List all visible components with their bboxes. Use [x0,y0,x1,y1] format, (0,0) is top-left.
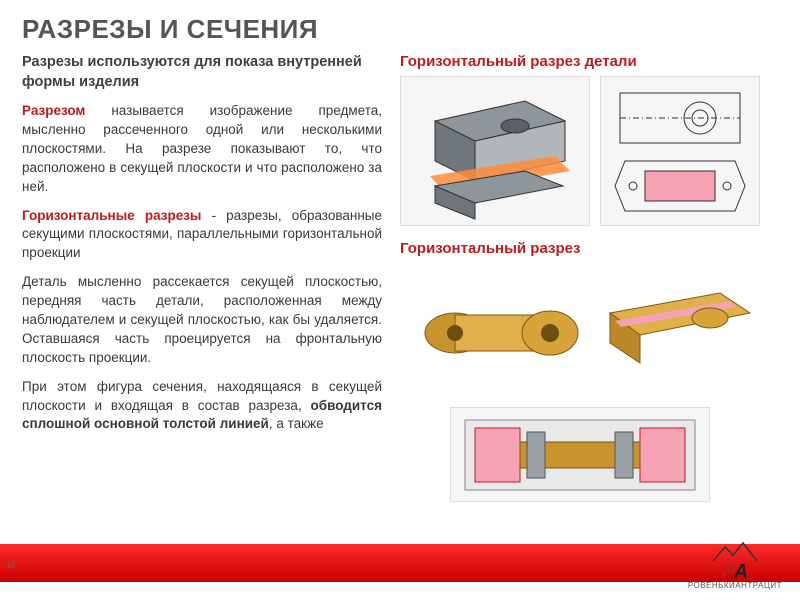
figure-column: Горизонтальный разрез детали [400,53,780,516]
figure1-row [400,76,780,226]
logo-letters: РА [722,563,749,581]
logo-mountain-icon [711,541,759,563]
term-razrez: Разрезом [22,103,85,118]
paragraph-outline: При этом фигура сечения, находящаяся в с… [22,378,382,435]
paragraph-explain: Деталь мысленно рассекается секущей плос… [22,273,382,367]
figure2-title: Горизонтальный разрез [400,240,780,257]
hinge-3d-icon [400,263,760,393]
logo-subtext: РОВЕНЬКИАНТРАЦИТ [688,581,782,590]
footer-logo: РА РОВЕНЬКИАНТРАЦИТ [688,541,782,592]
figure2-plan [450,407,710,502]
page-number: 18 [6,561,15,570]
figure1-3d [400,76,590,226]
figure2-row [400,263,780,393]
paragraph-definition: Разрезом называется изображение предмета… [22,102,382,196]
paragraph-horizontal: Горизонтальные разрезы - разрезы, образо… [22,207,382,264]
part-3d-icon [405,81,585,221]
intro-heading: Разрезы используются для показа внутренн… [22,53,382,92]
term-horizontal: Горизонтальные разрезы [22,208,201,223]
logo-mark: РА РОВЕНЬКИАНТРАЦИТ [688,541,782,592]
content-area: Разрезы используются для показа внутренн… [0,53,800,516]
text-column: Разрезы используются для показа внутренн… [22,53,382,516]
figure2-section [400,407,780,502]
figure1-title: Горизонтальный разрез детали [400,53,780,70]
page-title: РАЗРЕЗЫ И СЕЧЕНИЯ [0,0,800,53]
section-plan-icon [455,410,705,500]
figure1-drawing [600,76,760,226]
tech-drawing-icon [605,81,755,221]
footer-red-bar [0,544,800,582]
figure2-3d [400,263,760,393]
para4-c: , а также [269,416,324,431]
